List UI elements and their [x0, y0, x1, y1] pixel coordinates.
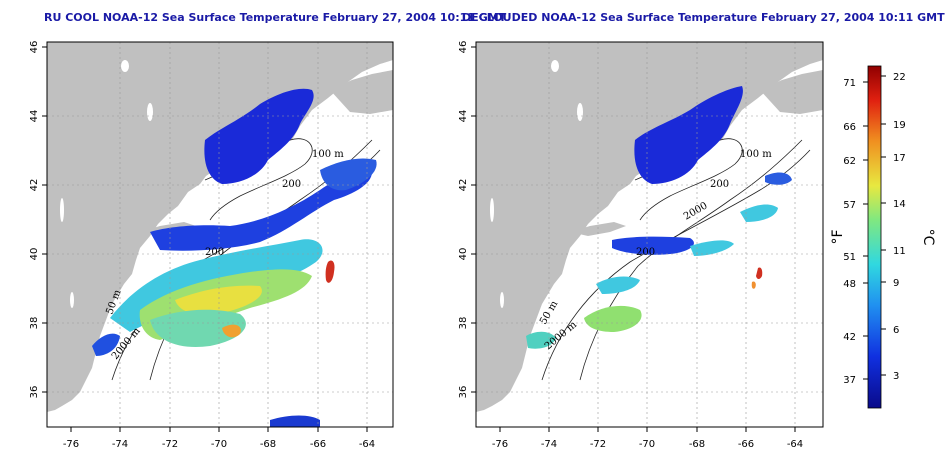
right-scotian-blue: [765, 172, 792, 185]
right-lake: [500, 292, 504, 308]
fahrenheit-tick: 48: [843, 279, 856, 290]
right-lake: [577, 103, 583, 121]
celsius-tick: 17: [893, 153, 906, 164]
celsius-tick: 3: [893, 371, 899, 382]
fahrenheit-tick: 51: [843, 252, 856, 263]
celsius-label: °C: [920, 229, 936, 246]
right-slope-cyan: [690, 240, 734, 256]
left-contour-label: 100 m: [312, 149, 344, 160]
left-grid: [47, 42, 393, 427]
left-nova-scotia: [330, 70, 393, 114]
x-tick-label: -70: [211, 439, 227, 450]
x-tick-label: -64: [359, 439, 375, 450]
fahrenheit-tick: 62: [843, 156, 856, 167]
left-map-panel: 100 m 200 2000 m 50 m 200 -76 -74 -72 -7…: [29, 41, 394, 450]
right-contour-label: 200: [710, 179, 729, 190]
left-lake: [60, 198, 64, 222]
right-gulf-of-maine-cold: [634, 86, 743, 184]
left-x-ticks: [70, 427, 368, 432]
x-tick-label: -64: [787, 439, 803, 450]
fahrenheit-label: °F: [830, 229, 846, 244]
left-y-ticks: [42, 46, 47, 393]
right-south-cyan: [596, 276, 640, 294]
right-frame: [475, 41, 824, 428]
x-tick-label: -70: [639, 439, 655, 450]
right-gulfstream-green: [584, 305, 642, 332]
celsius-tick: 22: [893, 72, 906, 83]
y-tick-label: 36: [458, 386, 469, 399]
y-tick-label: 46: [458, 41, 469, 54]
fahrenheit-tick: 66: [843, 122, 856, 133]
x-tick-label: -76: [492, 439, 508, 450]
right-nova-scotia: [760, 70, 823, 114]
right-panel-title: DECLOUDED NOAA-12 Sea Surface Temperatur…: [462, 11, 945, 24]
fahrenheit-tick: 57: [843, 200, 856, 211]
y-tick-label: 44: [29, 110, 40, 123]
left-contour-label: 200: [282, 179, 301, 190]
fahrenheit-tick: 71: [843, 78, 856, 89]
celsius-tick: 11: [893, 246, 906, 257]
y-tick-label: 42: [458, 179, 469, 192]
right-y-ticks: [471, 46, 476, 393]
right-contour-label: 200: [636, 247, 655, 258]
left-warm-yellow: [175, 285, 262, 315]
x-tick-label: -72: [162, 439, 178, 450]
y-tick-label: 40: [458, 248, 469, 261]
y-tick-label: 42: [29, 179, 40, 192]
y-tick-label: 44: [458, 110, 469, 123]
x-tick-label: -66: [310, 439, 326, 450]
right-lake: [490, 198, 494, 222]
right-contour-label: 100 m: [740, 149, 772, 160]
left-eddy-red: [325, 260, 335, 283]
right-hatteras-cyan: [526, 331, 556, 349]
right-scotian-cyan: [740, 204, 778, 222]
left-bottom-strip: [270, 415, 320, 427]
left-contour-label: 200: [205, 247, 224, 258]
y-tick-label: 40: [29, 248, 40, 261]
x-tick-label: -68: [260, 439, 276, 450]
left-south-cyan: [150, 309, 246, 347]
left-warm-spot: [222, 324, 241, 338]
left-frame: [46, 41, 394, 428]
x-tick-label: -72: [590, 439, 606, 450]
x-tick-label: -68: [689, 439, 705, 450]
fahrenheit-tick: 37: [843, 375, 856, 386]
colorbar-gradient: [867, 65, 882, 409]
left-scotian-cold: [320, 158, 377, 191]
left-lake: [121, 60, 129, 72]
x-tick-label: -74: [112, 439, 128, 450]
right-land-mass: [476, 42, 823, 412]
right-shelf-cold: [612, 236, 694, 255]
colorbar-ticks: [863, 75, 886, 380]
left-lake: [147, 103, 153, 121]
y-tick-label: 38: [458, 317, 469, 330]
left-shelf-cold: [150, 170, 372, 251]
left-gulf-of-maine-cold: [204, 88, 314, 184]
x-tick-label: -76: [63, 439, 79, 450]
x-tick-label: -66: [738, 439, 754, 450]
fahrenheit-tick: 42: [843, 332, 856, 343]
celsius-tick: 14: [893, 199, 906, 210]
left-lake: [70, 292, 74, 308]
celsius-tick: 6: [893, 325, 899, 336]
y-tick-label: 46: [29, 41, 40, 54]
right-lake: [551, 60, 559, 72]
temperature-colorbar: 71 66 62 57 51 48 42 37 22 19 17 14 11 9…: [830, 65, 936, 409]
celsius-tick: 9: [893, 278, 899, 289]
y-tick-label: 38: [29, 317, 40, 330]
right-x-ticks: [499, 427, 796, 432]
right-eddy-red: [756, 267, 763, 279]
right-map-panel: 100 m 200 50 m 2000 m 200 2000 -76 -74 -…: [458, 41, 824, 450]
right-grid: [476, 42, 823, 427]
right-eddy-orange: [751, 281, 756, 289]
y-tick-label: 36: [29, 386, 40, 399]
left-land-mass: [47, 42, 393, 412]
celsius-tick: 19: [893, 120, 906, 131]
left-panel-title: RU COOL NOAA-12 Sea Surface Temperature …: [44, 11, 507, 24]
left-cape-hatteras-blue: [92, 333, 120, 356]
x-tick-label: -74: [541, 439, 557, 450]
